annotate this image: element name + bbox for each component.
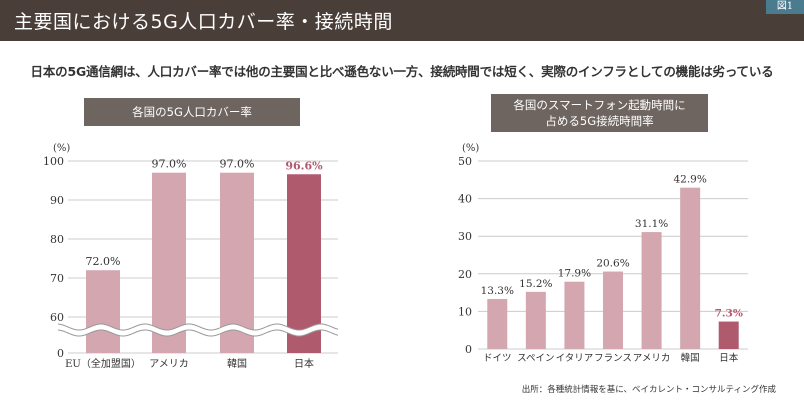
- x-tick-label: EU（全加盟国）: [65, 357, 141, 370]
- source-note: 出所：各種統計情報を基に、ベイカレント・コンサルティング作成: [521, 385, 776, 395]
- x-tick-label: アメリカ: [633, 353, 671, 364]
- bar-2: [525, 291, 546, 349]
- bar-3: [220, 172, 254, 353]
- y-tick-label: 30: [458, 230, 472, 243]
- y-unit-label: (%): [462, 143, 479, 154]
- subtitle: 日本の5G通信網は、人口カバー率では他の主要国と比べ遜色ない一方、接続時間では短…: [30, 64, 774, 79]
- y-tick-label: 0: [57, 347, 64, 360]
- y-tick-label: 0: [465, 343, 472, 356]
- y-tick-label: 80: [50, 233, 64, 246]
- y-tick-label: 20: [458, 268, 472, 281]
- y-tick-label: 50: [458, 155, 472, 168]
- x-tick-label: フランス: [594, 353, 632, 364]
- bar-2: [152, 172, 186, 353]
- bar-6: [680, 187, 701, 349]
- figure-tag: 図1: [766, 0, 804, 14]
- y-tick-label: 40: [458, 193, 472, 206]
- bar-value-label: 97.0%: [152, 158, 187, 171]
- bar-value-label: 7.3%: [715, 308, 743, 320]
- bar-5: [641, 232, 662, 349]
- x-tick-label: イタリア: [556, 353, 594, 364]
- axis-break-line: [57, 323, 339, 331]
- x-tick-label: 韓国: [681, 353, 700, 364]
- right-panel-title: 各国のスマートフォン起動時間に 占める5G接続時間率: [491, 94, 708, 132]
- bar-value-label: 72.0%: [86, 255, 121, 268]
- y-tick-label: 10: [458, 305, 472, 318]
- bar-value-label: 17.9%: [558, 268, 591, 280]
- y-unit-label: (%): [53, 143, 70, 154]
- bar-value-label: 20.6%: [596, 258, 629, 270]
- x-tick-label: ドイツ: [483, 353, 512, 364]
- bar-4: [287, 174, 321, 353]
- x-tick-label: 日本: [294, 357, 314, 370]
- x-tick-label: 韓国: [227, 358, 247, 370]
- x-tick-label: スペイン: [517, 353, 554, 364]
- y-tick-label: 90: [50, 194, 64, 207]
- y-tick-label: 60: [50, 311, 64, 324]
- x-tick-label: 日本: [719, 352, 739, 364]
- y-tick-label: 70: [50, 272, 64, 285]
- left-panel-title: 各国の5G人口カバー率: [84, 98, 300, 126]
- bar-1: [487, 298, 508, 349]
- bar-value-label: 42.9%: [673, 174, 706, 186]
- bar-value-label: 13.3%: [481, 285, 514, 297]
- axis-break-line: [57, 329, 339, 337]
- bar-value-label: 96.6%: [285, 159, 323, 172]
- bar-value-label: 97.0%: [220, 158, 255, 171]
- bar-4: [603, 271, 623, 349]
- bar-value-label: 31.1%: [635, 218, 668, 230]
- page-title: 主要国における5G人口カバー率・接続時間: [14, 11, 393, 33]
- bar-value-label: 15.2%: [519, 278, 552, 290]
- bar-7: [718, 321, 739, 349]
- y-tick-label: 100: [43, 155, 64, 168]
- header-bar: 主要国における5G人口カバー率・接続時間 図1: [0, 0, 804, 41]
- bar-3: [564, 281, 585, 349]
- axis-break-band: [58, 324, 338, 336]
- bar-1: [86, 270, 120, 353]
- x-tick-label: アメリカ: [149, 358, 189, 370]
